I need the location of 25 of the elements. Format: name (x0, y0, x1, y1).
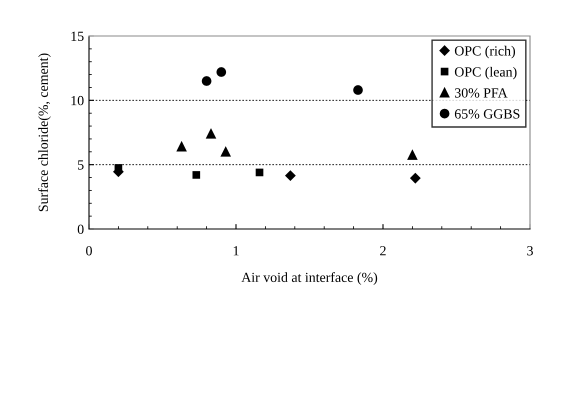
point (216, 67, 226, 77)
x-axis-title: Air void at interface (%) (241, 272, 378, 285)
point (206, 128, 216, 139)
point (202, 76, 212, 86)
point (410, 173, 420, 184)
legend-label: 65% GGBS (454, 109, 520, 119)
legend-label: OPC (lean) (454, 66, 517, 80)
y-tick-label: 0 (78, 224, 84, 234)
point (176, 142, 186, 152)
x-tick-label: 3 (527, 246, 533, 256)
point (220, 146, 231, 157)
point (192, 171, 200, 179)
x-tick-label: 2 (380, 246, 386, 256)
point (408, 150, 418, 160)
x-tick-label: 0 (86, 246, 92, 256)
legend-label: 30% PFA (454, 88, 508, 98)
point (285, 170, 296, 181)
legend-label: OPC (rich) (454, 46, 516, 58)
point (353, 85, 363, 95)
y-tick-label: 10 (71, 96, 84, 106)
y-tick-label: 15 (71, 32, 84, 41)
y-tick-label: 5 (78, 160, 84, 170)
y-axis-title: Surface chloride(%, cement) (38, 53, 51, 212)
point (256, 168, 264, 176)
x-tick-label: 1 (234, 246, 239, 256)
